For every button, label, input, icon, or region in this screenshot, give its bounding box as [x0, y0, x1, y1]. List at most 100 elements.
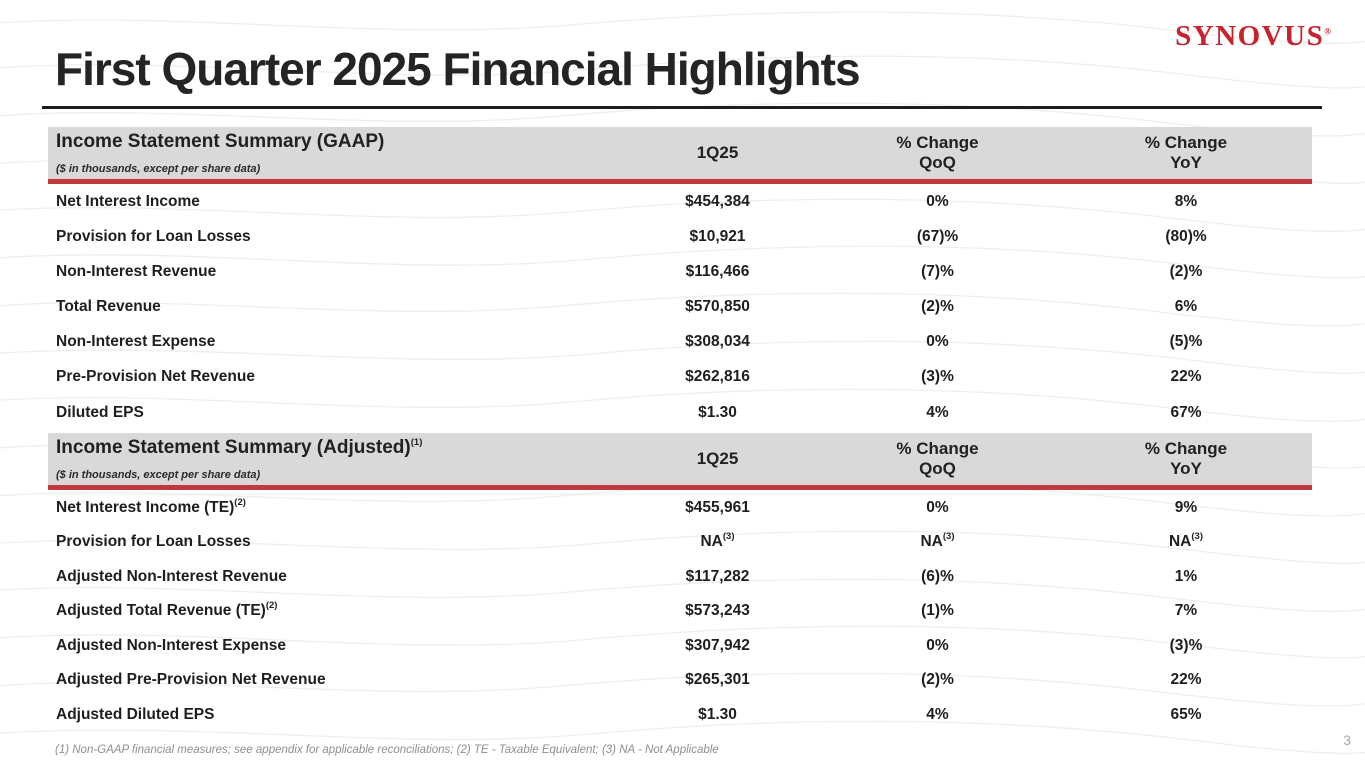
value-yoy: 9%: [1174, 498, 1198, 516]
value-yoy: 67%: [1170, 403, 1202, 421]
value-qoq: 0%: [926, 333, 949, 351]
value-qoq: (2)%: [921, 671, 954, 689]
value-period: $262,816: [685, 368, 750, 386]
value-qoq: (3)%: [921, 368, 954, 386]
table-row: Pre-Provision Net Revenue $262,816 (3)% …: [48, 359, 1312, 394]
metric-label: Adjusted Pre-Provision Net Revenue: [56, 671, 326, 689]
column-header-yoy: % Change YoY: [1144, 439, 1228, 478]
metric-label: Adjusted Non-Interest Revenue: [56, 567, 287, 585]
table-row: Non-Interest Expense $308,034 0% (5)%: [48, 324, 1312, 359]
table-row: Non-Interest Revenue $116,466 (7)% (2)%: [48, 254, 1312, 289]
column-header-yoy: % Change YoY: [1144, 133, 1228, 172]
value-period: $570,850: [685, 298, 750, 316]
value-yoy: 22%: [1170, 368, 1202, 386]
table-row: Adjusted Total Revenue (TE)(2) $573,243 …: [48, 594, 1312, 629]
adjusted-rows: Net Interest Income (TE)(2) $455,961 0% …: [48, 490, 1312, 732]
value-yoy: 6%: [1174, 298, 1198, 316]
gaap-rows: Net Interest Income $454,384 0% 8% Provi…: [48, 184, 1312, 430]
metric-label: Adjusted Non-Interest Expense: [56, 636, 286, 654]
table-row: Provision for Loan Losses $10,921 (67)% …: [48, 219, 1312, 254]
synovus-logo: SYNOVUS®: [1175, 20, 1331, 53]
table-row: Adjusted Non-Interest Revenue $117,282 (…: [48, 559, 1312, 594]
logo-text: SYNOVUS: [1175, 20, 1325, 52]
metric-label: Net Interest Income (TE)(2): [56, 496, 246, 516]
table-row: Total Revenue $570,850 (2)% 6%: [48, 289, 1312, 324]
value-period: NA(3): [700, 531, 735, 551]
table-subtitle: ($ in thousands, except per share data): [56, 469, 261, 481]
metric-label: Non-Interest Expense: [56, 333, 216, 351]
gaap-header-band: Income Statement Summary (GAAP) ($ in th…: [48, 127, 1312, 179]
value-qoq: 4%: [926, 705, 949, 723]
page-title: First Quarter 2025 Financial Highlights: [55, 43, 861, 95]
value-qoq: 0%: [926, 193, 949, 211]
registered-trademark-icon: ®: [1324, 26, 1331, 37]
table-row: Net Interest Income (TE)(2) $455,961 0% …: [48, 490, 1312, 525]
adjusted-table: Income Statement Summary (Adjusted)(1) (…: [48, 433, 1312, 732]
table-row: Adjusted Non-Interest Expense $307,942 0…: [48, 628, 1312, 663]
footnote: (1) Non-GAAP financial measures; see app…: [55, 744, 719, 756]
value-yoy: 8%: [1174, 193, 1198, 211]
metric-label: Pre-Provision Net Revenue: [56, 368, 255, 386]
value-period: $455,961: [685, 498, 750, 516]
column-header-period: 1Q25: [696, 143, 739, 163]
table-row: Diluted EPS $1.30 4% 67%: [48, 395, 1312, 430]
table-row: Adjusted Diluted EPS $1.30 4% 65%: [48, 697, 1312, 732]
column-header-qoq: % Change QoQ: [896, 133, 979, 172]
title-underline-rule: [42, 106, 1322, 109]
page-number: 3: [1343, 732, 1351, 748]
value-yoy: (2)%: [1169, 263, 1203, 281]
value-period: $573,243: [685, 602, 750, 620]
metric-label: Provision for Loan Losses: [56, 228, 251, 246]
column-header-qoq: % Change QoQ: [896, 439, 979, 478]
metric-label: Adjusted Total Revenue (TE)(2): [56, 600, 278, 620]
value-yoy: NA(3): [1168, 531, 1203, 551]
value-qoq: (7)%: [921, 263, 954, 281]
value-period: $10,921: [689, 228, 746, 246]
table-row: Adjusted Pre-Provision Net Revenue $265,…: [48, 663, 1312, 698]
value-yoy: 22%: [1170, 671, 1202, 689]
metric-label: Non-Interest Revenue: [56, 263, 217, 281]
metric-label: Diluted EPS: [56, 403, 144, 421]
title-superscript: (1): [410, 436, 423, 448]
gaap-table: Income Statement Summary (GAAP) ($ in th…: [48, 127, 1312, 430]
value-period: $117,282: [685, 567, 750, 585]
metric-label: Net Interest Income: [56, 193, 200, 211]
value-qoq: (6)%: [921, 567, 954, 585]
table-title-cell: Income Statement Summary (GAAP) ($ in th…: [48, 127, 620, 179]
value-qoq: (2)%: [921, 298, 954, 316]
value-period: $307,942: [685, 636, 750, 654]
metric-label: Provision for Loan Losses: [56, 533, 251, 551]
value-period: $454,384: [685, 193, 750, 211]
metric-label: Total Revenue: [56, 298, 161, 316]
value-yoy: (5)%: [1169, 333, 1203, 351]
value-qoq: 0%: [926, 636, 949, 654]
value-qoq: (67)%: [916, 228, 959, 246]
value-period: $116,466: [685, 263, 750, 281]
metric-label: Adjusted Diluted EPS: [56, 705, 215, 723]
double-red-rule: [48, 179, 1312, 184]
value-period: $265,301: [685, 671, 750, 689]
value-yoy: 7%: [1174, 602, 1198, 620]
value-yoy: 65%: [1170, 705, 1202, 723]
value-qoq: NA(3): [920, 531, 955, 551]
table-title-cell: Income Statement Summary (Adjusted)(1) (…: [48, 433, 620, 485]
table-row: Provision for Loan Losses NA(3) NA(3) NA…: [48, 525, 1312, 560]
table-row: Net Interest Income $454,384 0% 8%: [48, 184, 1312, 219]
value-qoq: 0%: [926, 498, 949, 516]
table-subtitle: ($ in thousands, except per share data): [56, 163, 261, 175]
value-yoy: (80)%: [1165, 228, 1207, 246]
value-period: $1.30: [698, 403, 737, 421]
table-title: Income Statement Summary (Adjusted)(1): [56, 436, 423, 458]
table-title: Income Statement Summary (GAAP): [56, 131, 385, 152]
value-period: $308,034: [685, 333, 750, 351]
value-period: $1.30: [698, 705, 737, 723]
double-red-rule: [48, 485, 1312, 490]
adjusted-header-band: Income Statement Summary (Adjusted)(1) (…: [48, 433, 1312, 485]
value-qoq: (1)%: [921, 602, 954, 620]
value-qoq: 4%: [926, 403, 949, 421]
column-header-period: 1Q25: [696, 449, 739, 469]
value-yoy: (3)%: [1169, 636, 1203, 654]
value-yoy: 1%: [1174, 567, 1198, 585]
